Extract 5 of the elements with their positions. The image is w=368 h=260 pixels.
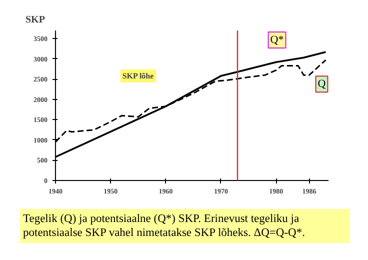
annotation: SKP lõhe [122,71,154,80]
series-label: Q [318,78,326,90]
y-axis-title: SKP [26,14,45,26]
text: Tegelik (Q) ja potentsiaalne (Q*) SKP. Erinevust tegeliku ja potentsiaalse SKP vahel nimetatakse SKP lõheks. ΔQ=Q-Q*. [23,212,347,240]
series-label: Q* [270,34,284,46]
